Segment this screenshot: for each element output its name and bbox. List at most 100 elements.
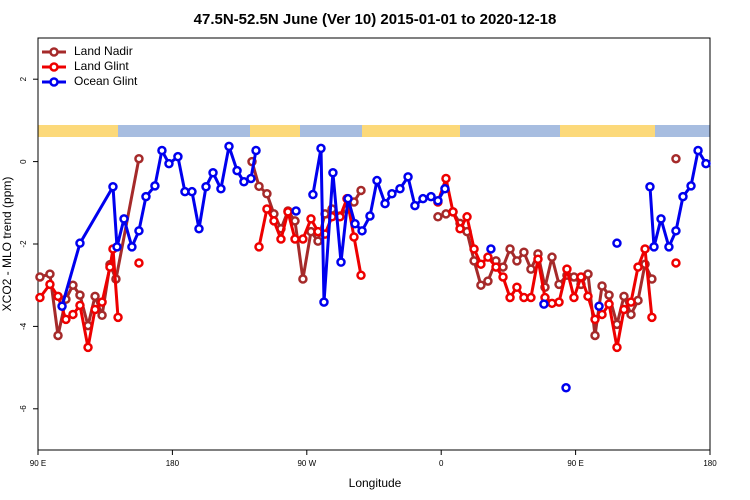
data-point [53,330,63,341]
data-point [519,247,529,257]
data-point [68,309,78,320]
data-point [357,226,367,236]
data-point [290,234,300,244]
data-point [105,262,115,272]
data-point [164,158,174,169]
map-strip [38,125,710,137]
data-point [319,297,329,307]
data-point [594,301,604,311]
data-point [269,216,279,226]
data-point [505,244,515,254]
data-point [97,297,107,307]
data-point [349,232,359,242]
data-point [418,193,428,204]
data-point [505,292,515,303]
data-point [645,181,655,192]
x-tick-label: 90 W [297,459,316,468]
data-point [533,254,543,264]
data-point [187,186,197,197]
data-point [97,310,107,321]
legend-label: Ocean Glint [74,74,138,88]
data-point [462,212,472,222]
data-point [201,181,211,192]
data-point [35,272,45,282]
data-point [483,252,493,262]
data-point [626,297,636,307]
data-point [597,281,607,291]
data-point [693,145,703,156]
data-point [590,314,600,325]
data-point [254,242,264,252]
data-point [372,175,382,186]
data-point [90,291,100,302]
data-point [671,226,681,236]
data-point [134,258,144,268]
data-point [380,198,390,209]
data-point [512,282,522,293]
data-point [308,189,318,200]
data-point [343,193,353,204]
data-point [633,262,643,272]
data-point [350,219,360,229]
data-point [469,244,479,254]
data-point [433,212,443,222]
data-point [512,256,522,266]
data-point [678,191,688,202]
data-point [75,290,85,300]
data-point [150,181,160,191]
x-tick-label: 180 [703,459,717,468]
data-point [561,383,571,393]
plot-frame [37,37,711,451]
y-tick-label: -4 [19,322,28,330]
data-point [291,206,301,216]
data-point [649,242,659,252]
data-point [108,181,118,192]
data-point [498,272,508,282]
data-point [328,167,338,178]
data-point [68,280,78,290]
data-point [127,242,137,252]
x-tick-label: 0 [439,459,444,468]
data-point [547,252,557,262]
x-tick-label: 90 E [567,459,583,468]
data-point [395,184,405,194]
data-point [640,244,650,254]
data-point [483,276,493,286]
data-point [619,304,629,315]
data-point [486,244,496,254]
y-tick-label: -2 [19,240,28,248]
data-point [251,145,261,156]
data-point [246,173,256,184]
legend-marker [49,62,59,72]
data-point [647,274,657,284]
data-point [356,270,366,281]
data-point [208,167,218,178]
data-point [626,309,636,320]
data-point [262,204,272,214]
y-axis-label: XCO2 - MLO trend (ppm) [0,177,14,312]
data-point [254,181,264,192]
data-point [262,188,272,199]
data-point [671,153,681,164]
data-point [306,214,316,224]
legend-label: Land Glint [74,59,129,73]
data-point [356,185,366,196]
data-point [476,280,486,290]
data-point [569,292,579,303]
legend-label: Land Nadir [74,44,133,58]
data-point [298,234,308,244]
series-line [60,144,708,307]
legend-marker [49,77,59,87]
data-point [75,238,85,248]
data-point [701,158,711,169]
data-point [526,292,536,303]
data-point [576,272,586,282]
data-point [365,211,375,221]
y-tick-label: 0 [19,159,28,164]
chart-title: 47.5N-52.5N June (Ver 10) 2015-01-01 to … [194,11,557,28]
data-point [604,290,614,300]
data-point [387,188,397,199]
data-point [562,264,572,274]
data-point [664,242,674,252]
